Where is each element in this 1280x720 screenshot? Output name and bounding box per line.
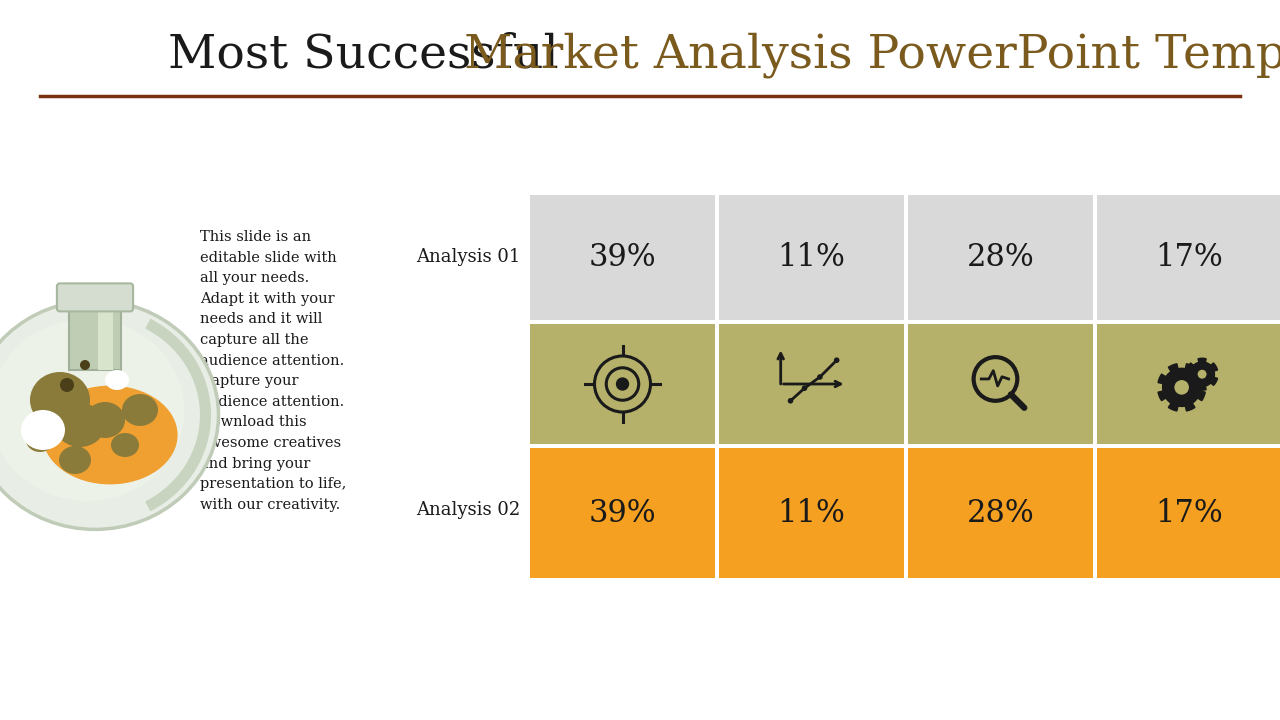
Text: This slide is an
editable slide with
all your needs.
Adapt it with your
needs an: This slide is an editable slide with all… [200,230,347,512]
Ellipse shape [20,410,65,450]
Bar [719,448,904,578]
Ellipse shape [42,386,178,485]
Text: 17%: 17% [1156,498,1224,528]
Circle shape [817,374,823,380]
Text: 17%: 17% [1156,242,1224,273]
Ellipse shape [0,301,219,529]
Bar [530,324,716,444]
Circle shape [833,357,840,363]
Circle shape [1197,369,1207,379]
Bar [69,308,122,369]
Text: 39%: 39% [589,498,657,528]
Circle shape [1174,379,1189,395]
Text: Analysis 02: Analysis 02 [416,501,520,519]
Circle shape [801,385,808,391]
Ellipse shape [105,370,129,390]
Ellipse shape [59,446,91,474]
Ellipse shape [26,428,54,452]
Bar [1097,195,1280,320]
Circle shape [79,360,90,370]
Circle shape [617,379,628,390]
Text: Analysis 01: Analysis 01 [416,248,520,266]
Bar [1097,448,1280,578]
Bar [97,308,113,369]
Bar [530,448,716,578]
Circle shape [60,378,74,392]
Text: 28%: 28% [966,242,1034,273]
Bar [719,324,904,444]
Text: 28%: 28% [966,498,1034,528]
FancyBboxPatch shape [56,284,133,311]
Bar [908,324,1093,444]
Circle shape [787,398,794,404]
Ellipse shape [122,394,157,426]
Bar [530,195,716,320]
Bar [908,448,1093,578]
Bar [719,195,904,320]
Polygon shape [1187,359,1217,390]
Text: 11%: 11% [777,242,845,273]
Text: 39%: 39% [589,242,657,273]
Ellipse shape [0,319,184,501]
Polygon shape [1158,364,1206,411]
Bar [1097,324,1280,444]
Bar [908,195,1093,320]
Text: Most Successful: Most Successful [168,32,573,78]
Text: 11%: 11% [777,498,845,528]
Ellipse shape [55,403,105,447]
Ellipse shape [111,433,140,457]
Ellipse shape [29,372,90,428]
Text: Market Analysis PowerPoint Template: Market Analysis PowerPoint Template [465,32,1280,78]
Ellipse shape [84,402,125,438]
